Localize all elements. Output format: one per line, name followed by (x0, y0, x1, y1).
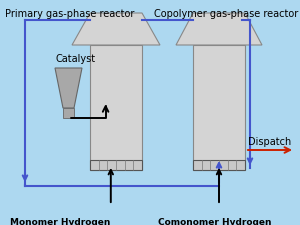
Bar (193, 160, 245, 170)
Text: Dispatch: Dispatch (248, 137, 291, 147)
Text: Primary gas-phase reactor: Primary gas-phase reactor (5, 9, 134, 19)
Polygon shape (176, 13, 262, 45)
Text: Monomer Hydrogen: Monomer Hydrogen (10, 218, 110, 225)
Text: Comonomer Hydrogen: Comonomer Hydrogen (158, 218, 272, 225)
Polygon shape (55, 68, 82, 108)
Bar (63, 108, 74, 118)
Bar (193, 45, 245, 170)
Bar (90, 45, 142, 170)
Polygon shape (72, 13, 160, 45)
Bar (90, 160, 142, 170)
Text: Catalyst: Catalyst (55, 54, 95, 64)
Text: Copolymer gas-phase reactor: Copolymer gas-phase reactor (154, 9, 298, 19)
